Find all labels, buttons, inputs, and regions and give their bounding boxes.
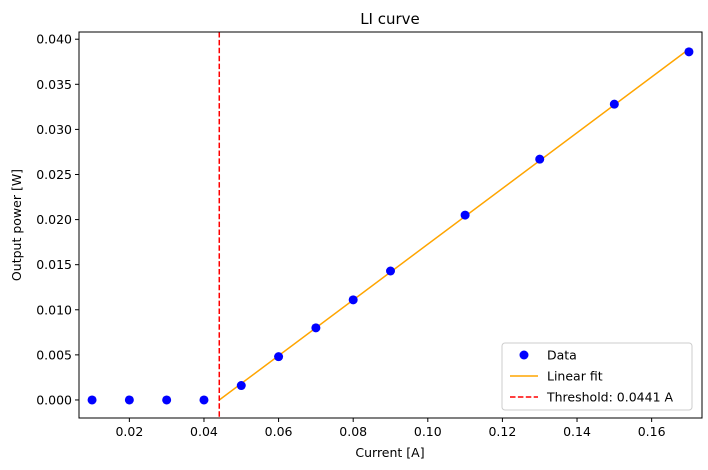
data-point (199, 395, 209, 405)
legend-label: Threshold: 0.0441 A (546, 390, 673, 405)
data-point (236, 381, 246, 391)
x-tick-label: 0.02 (115, 424, 143, 439)
legend-marker-data (519, 350, 529, 360)
data-point (460, 210, 470, 220)
legend-label: Data (547, 348, 577, 363)
y-tick-label: 0.020 (36, 212, 72, 227)
y-axis-label: Output power [W] (9, 169, 24, 281)
y-tick-label: 0.010 (36, 302, 72, 317)
data-point (348, 295, 358, 305)
fit-line (218, 48, 690, 401)
data-point (386, 266, 395, 276)
legend-label: Linear fit (547, 369, 603, 384)
data-point (609, 99, 619, 109)
y-tick-label: 0.030 (36, 122, 72, 137)
y-tick-label: 0.035 (36, 77, 72, 92)
y-tick-label: 0.000 (36, 392, 72, 407)
legend-box (501, 342, 693, 411)
y-tick-label: 0.040 (36, 32, 72, 47)
data-point (124, 395, 134, 405)
x-tick-label: 0.14 (563, 424, 591, 439)
y-tick-label: 0.025 (36, 167, 72, 182)
x-tick-label: 0.12 (488, 424, 516, 439)
data-point (311, 323, 321, 333)
x-tick-label: 0.10 (414, 424, 442, 439)
plot-frame (78, 31, 703, 419)
x-tick-label: 0.16 (638, 424, 666, 439)
x-tick-label: 0.04 (190, 424, 218, 439)
x-tick-label: 0.08 (339, 424, 367, 439)
x-axis-label: Current [A] (355, 445, 424, 460)
data-point (162, 395, 172, 405)
data-point (87, 395, 97, 405)
x-tick-label: 0.06 (265, 424, 293, 439)
data-point (684, 47, 694, 57)
chart-title: LI curve (360, 10, 420, 28)
data-point (274, 352, 284, 362)
legend: Data Linear fit Threshold: 0.0441 A (501, 342, 693, 411)
y-tick-label: 0.005 (36, 347, 72, 362)
data-point (535, 154, 545, 164)
y-tick-label: 0.015 (36, 257, 72, 272)
